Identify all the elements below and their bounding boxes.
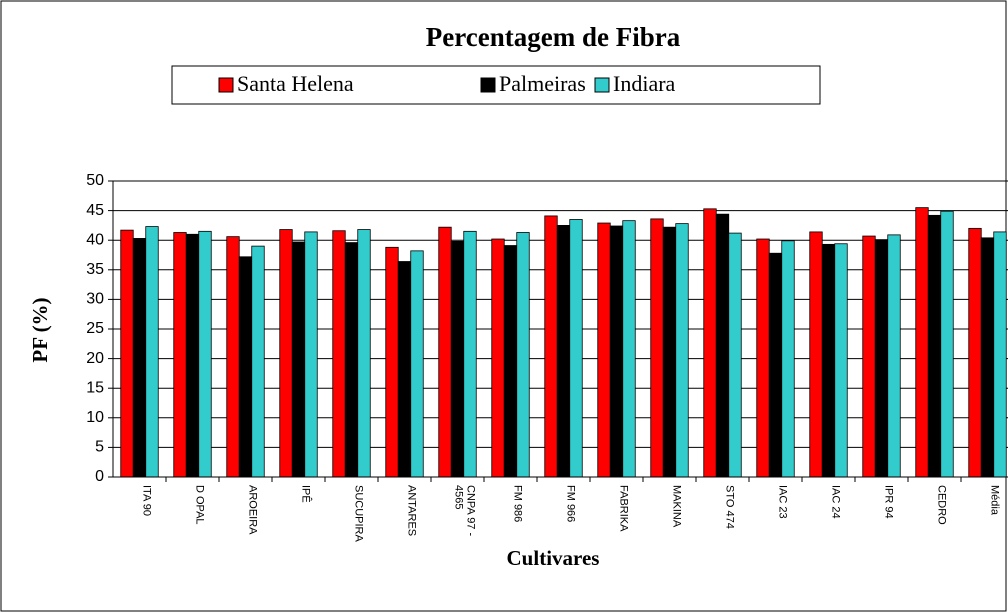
bar <box>940 210 954 478</box>
x-axis-label: Cultivares <box>507 546 600 570</box>
bar <box>569 219 583 478</box>
x-tick-label: CEDRO <box>936 485 948 525</box>
legend-label: Santa Helena <box>237 71 354 96</box>
y-tick-label: 50 <box>86 172 104 189</box>
bar <box>410 250 424 478</box>
bar <box>503 245 518 478</box>
bar <box>874 239 889 478</box>
bar <box>544 215 558 478</box>
legend-swatch <box>594 77 610 93</box>
x-tick-label: MAKINA <box>671 485 683 528</box>
x-tick-label: ITA 90 <box>141 485 153 516</box>
legend-label: Indiara <box>613 71 676 96</box>
x-tick-label: AROEIRA <box>247 485 259 535</box>
bar <box>438 226 452 478</box>
bar <box>516 232 530 478</box>
bar <box>385 246 399 478</box>
bar <box>821 243 836 478</box>
y-tick-label: 5 <box>95 439 104 456</box>
x-tick-label: SUCUPIRA <box>353 485 365 543</box>
bar <box>145 226 159 478</box>
bar <box>173 232 187 478</box>
bar <box>291 241 306 478</box>
bar <box>609 225 624 478</box>
bar <box>556 224 571 478</box>
bar <box>809 231 823 478</box>
bar <box>132 238 147 478</box>
bar <box>650 218 664 478</box>
bar <box>993 231 1007 478</box>
x-tick-label: FABRIKA <box>618 485 630 532</box>
bar <box>622 220 636 478</box>
bar <box>834 243 848 478</box>
x-tick-label: ANTARES <box>406 485 418 536</box>
x-tick-label: FM 966 <box>565 485 577 522</box>
x-tick-label: IPR 94 <box>883 485 895 519</box>
chart-title: Percentagem de Fibra <box>426 22 681 52</box>
bar <box>887 234 901 478</box>
x-tick-label: CNPA 97 -4565 <box>453 485 477 536</box>
bar <box>968 227 982 478</box>
bar <box>927 214 942 478</box>
bar <box>120 229 134 478</box>
bar <box>344 242 359 478</box>
bar <box>675 223 689 478</box>
bar <box>251 245 265 478</box>
bar <box>304 231 318 478</box>
bar <box>491 238 505 478</box>
y-tick-label: 30 <box>86 291 104 308</box>
x-tick-label: D OPAL <box>194 485 206 525</box>
y-tick-label: 25 <box>86 320 104 337</box>
bar <box>715 213 730 478</box>
bar <box>728 232 742 478</box>
bar <box>279 229 293 478</box>
bar <box>703 208 717 478</box>
bar <box>463 230 477 478</box>
x-tick-label: IAC 24 <box>830 485 842 519</box>
y-axis-label: PF (%) <box>28 297 52 362</box>
bar <box>226 236 240 478</box>
legend-swatch <box>218 77 234 93</box>
legend-label: Palmeiras <box>499 71 586 96</box>
bar <box>198 230 212 478</box>
x-tick-label: FM 986 <box>512 485 524 522</box>
y-tick-label: 40 <box>86 231 104 248</box>
y-tick-label: 0 <box>95 468 104 485</box>
y-tick-label: 10 <box>86 409 104 426</box>
x-tick-label: IPÊ <box>300 485 313 503</box>
bar <box>781 240 795 478</box>
bar <box>980 237 995 478</box>
x-tick-label: STO 474 <box>724 485 736 529</box>
y-tick-label: 20 <box>86 350 104 367</box>
legend-swatch <box>480 77 496 93</box>
y-tick-label: 15 <box>86 379 104 396</box>
y-tick-label: 45 <box>86 202 104 219</box>
x-tick-label: IAC 23 <box>777 485 789 519</box>
y-tick-label: 35 <box>86 261 104 278</box>
bar <box>768 252 783 478</box>
bar <box>185 233 200 478</box>
bar <box>450 240 465 478</box>
bar <box>597 222 611 478</box>
x-tick-label: Média <box>989 485 1001 516</box>
bar <box>357 229 371 478</box>
bar <box>862 235 876 478</box>
bar <box>332 230 346 478</box>
bar <box>915 207 929 478</box>
bar <box>238 256 253 478</box>
bar <box>756 238 770 478</box>
legend-box <box>171 65 821 105</box>
bar <box>397 261 412 478</box>
bar <box>662 226 677 478</box>
